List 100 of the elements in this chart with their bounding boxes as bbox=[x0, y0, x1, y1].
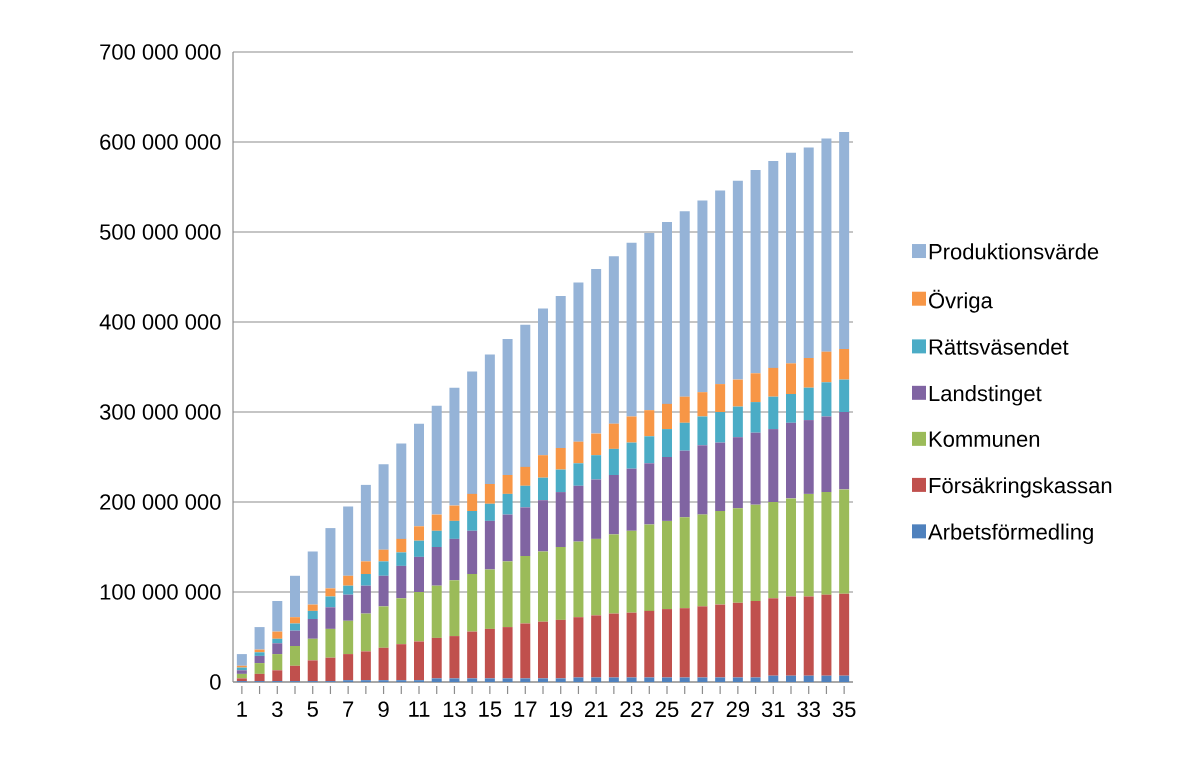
bar bbox=[803, 596, 814, 676]
bar bbox=[484, 569, 495, 629]
bar bbox=[839, 379, 850, 412]
y-tick-label: 200 000 000 bbox=[100, 494, 221, 510]
x-tick-label: 7 bbox=[343, 701, 354, 717]
bar bbox=[644, 677, 655, 682]
bar bbox=[555, 447, 566, 470]
bar bbox=[449, 505, 460, 521]
bar bbox=[378, 647, 389, 681]
bar bbox=[839, 675, 850, 682]
bar bbox=[750, 432, 761, 505]
bar bbox=[378, 606, 389, 648]
bar bbox=[538, 551, 548, 622]
bar bbox=[378, 575, 389, 607]
bar bbox=[343, 585, 354, 595]
bar bbox=[325, 588, 336, 597]
bar bbox=[591, 615, 602, 678]
bar bbox=[803, 420, 814, 494]
bar bbox=[768, 160, 779, 368]
x-tick-label: 19 bbox=[550, 701, 572, 718]
bar bbox=[467, 530, 478, 574]
bar bbox=[290, 645, 301, 666]
bar bbox=[750, 373, 761, 403]
bar bbox=[679, 608, 690, 678]
bar bbox=[449, 520, 460, 539]
bar bbox=[679, 450, 690, 518]
bar bbox=[360, 585, 371, 614]
bar bbox=[573, 485, 584, 542]
bar bbox=[786, 498, 796, 597]
bar bbox=[573, 677, 584, 682]
bar bbox=[662, 456, 672, 521]
bar bbox=[839, 489, 850, 594]
legend-label: Rättsväsendet bbox=[929, 338, 1069, 355]
bar bbox=[538, 621, 548, 679]
bar bbox=[679, 211, 690, 397]
bar bbox=[484, 354, 495, 484]
bar bbox=[573, 441, 584, 464]
bar bbox=[414, 641, 424, 681]
bar bbox=[431, 546, 442, 586]
bar bbox=[591, 538, 602, 616]
x-tick-label: 27 bbox=[691, 701, 714, 717]
x-tick-label: 23 bbox=[620, 701, 643, 718]
bar bbox=[786, 422, 796, 499]
bar bbox=[520, 623, 531, 679]
bar bbox=[254, 627, 265, 650]
bar bbox=[697, 514, 708, 607]
bar bbox=[520, 507, 531, 556]
bar bbox=[608, 677, 619, 682]
bar bbox=[608, 423, 619, 449]
bar bbox=[520, 555, 531, 624]
bar bbox=[591, 677, 602, 682]
bar bbox=[538, 678, 548, 682]
x-tick-label: 5 bbox=[307, 701, 318, 717]
bar bbox=[662, 520, 672, 610]
bar bbox=[396, 598, 407, 645]
bar bbox=[626, 468, 637, 531]
bar bbox=[608, 448, 619, 475]
x-tick-label: 15 bbox=[479, 701, 502, 717]
bar bbox=[750, 504, 761, 601]
bar bbox=[644, 232, 655, 411]
bar bbox=[644, 610, 655, 678]
bar bbox=[307, 638, 318, 661]
bar bbox=[467, 493, 478, 511]
bar bbox=[679, 517, 690, 609]
x-tick-label: 9 bbox=[378, 701, 389, 718]
bar bbox=[431, 514, 442, 531]
bar bbox=[662, 609, 672, 678]
bar bbox=[644, 463, 655, 525]
bar bbox=[254, 673, 265, 682]
bar bbox=[768, 598, 779, 676]
bar bbox=[715, 384, 726, 412]
bar bbox=[786, 152, 796, 364]
bar bbox=[431, 678, 442, 682]
bar bbox=[715, 411, 726, 443]
bar bbox=[591, 433, 602, 456]
bar bbox=[626, 416, 637, 443]
legend-label: Försäkringskassan bbox=[929, 477, 1112, 498]
x-tick-label: 13 bbox=[443, 701, 466, 718]
bar bbox=[272, 643, 283, 655]
x-tick-label: 11 bbox=[409, 701, 430, 717]
bar bbox=[449, 580, 460, 637]
bar bbox=[803, 675, 814, 682]
bar bbox=[467, 573, 478, 632]
bar bbox=[360, 613, 371, 652]
bar bbox=[290, 623, 301, 631]
legend-label: Landstinget bbox=[929, 385, 1042, 406]
bar bbox=[768, 429, 779, 502]
legend-label: Produktionsvärde bbox=[929, 243, 1099, 260]
bar bbox=[768, 396, 779, 430]
bar bbox=[467, 510, 478, 531]
bar bbox=[449, 678, 460, 682]
bar bbox=[662, 222, 672, 404]
bar bbox=[555, 295, 566, 448]
y-tick-label: 500 000 000 bbox=[100, 224, 221, 240]
bar bbox=[360, 573, 371, 586]
bar bbox=[821, 675, 832, 682]
bar bbox=[502, 339, 513, 475]
bar bbox=[484, 483, 495, 504]
bar bbox=[325, 607, 336, 629]
bar bbox=[502, 627, 513, 679]
